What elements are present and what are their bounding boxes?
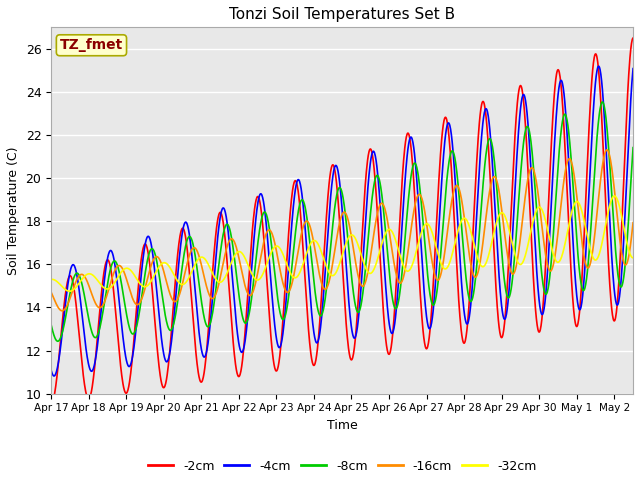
- X-axis label: Time: Time: [326, 419, 358, 432]
- -8cm: [54, 338, 61, 344]
- -16cm: [47, 289, 55, 295]
- Line: -32cm: -32cm: [51, 196, 633, 291]
- -16cm: [307, 225, 314, 231]
- -32cm: [47, 276, 55, 282]
- -32cm: [294, 272, 302, 278]
- -16cm: [58, 308, 66, 313]
- -4cm: [595, 63, 602, 69]
- -16cm: [604, 147, 611, 153]
- -8cm: [307, 246, 314, 252]
- -32cm: [317, 248, 324, 253]
- -32cm: [116, 271, 124, 276]
- -32cm: [629, 255, 637, 261]
- -2cm: [116, 355, 124, 361]
- -4cm: [294, 177, 302, 182]
- -8cm: [629, 145, 637, 151]
- -32cm: [611, 193, 618, 199]
- -4cm: [317, 321, 324, 327]
- Legend: -2cm, -4cm, -8cm, -16cm, -32cm: -2cm, -4cm, -8cm, -16cm, -32cm: [143, 455, 541, 478]
- -16cm: [379, 201, 387, 206]
- -4cm: [307, 296, 314, 301]
- -8cm: [379, 199, 387, 204]
- -4cm: [116, 308, 124, 314]
- -16cm: [317, 278, 324, 284]
- Y-axis label: Soil Temperature (C): Soil Temperature (C): [7, 146, 20, 275]
- -8cm: [116, 274, 124, 280]
- -16cm: [629, 220, 637, 226]
- -2cm: [629, 35, 637, 41]
- Title: Tonzi Soil Temperatures Set B: Tonzi Soil Temperatures Set B: [229, 7, 455, 22]
- -32cm: [307, 241, 314, 247]
- -4cm: [47, 367, 55, 373]
- -4cm: [629, 66, 637, 72]
- Line: -2cm: -2cm: [51, 38, 633, 404]
- -8cm: [93, 334, 100, 340]
- -16cm: [116, 263, 124, 269]
- -8cm: [598, 99, 606, 105]
- -2cm: [306, 344, 314, 349]
- -2cm: [47, 401, 55, 407]
- -4cm: [379, 239, 387, 244]
- -32cm: [66, 288, 74, 294]
- -32cm: [93, 276, 100, 282]
- Line: -4cm: -4cm: [51, 66, 633, 376]
- -2cm: [92, 349, 100, 355]
- -8cm: [47, 322, 55, 327]
- -32cm: [379, 239, 387, 244]
- -8cm: [294, 208, 302, 214]
- -4cm: [51, 373, 58, 379]
- -8cm: [317, 313, 324, 319]
- -2cm: [378, 292, 386, 298]
- -16cm: [294, 247, 302, 252]
- -2cm: [317, 308, 324, 313]
- Line: -8cm: -8cm: [51, 102, 633, 341]
- -4cm: [93, 350, 100, 356]
- Line: -16cm: -16cm: [51, 150, 633, 311]
- -2cm: [294, 187, 302, 193]
- -16cm: [93, 302, 100, 308]
- Text: TZ_fmet: TZ_fmet: [60, 38, 123, 52]
